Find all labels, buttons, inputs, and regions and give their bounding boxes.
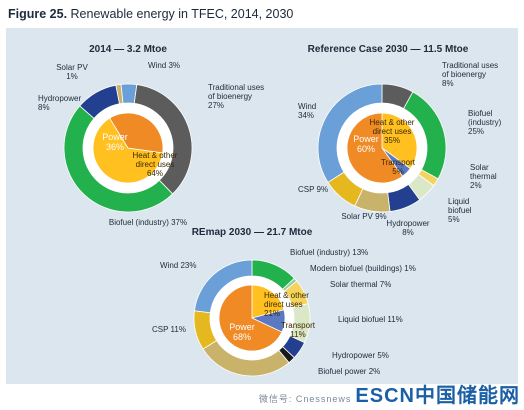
- outer-label-csp: CSP 9%: [298, 185, 328, 194]
- donut-chart-3: [193, 259, 311, 377]
- figure-title: Figure 25. Renewable energy in TFEC, 201…: [8, 7, 293, 21]
- chart-title: REmap 2030 — 21.7 Mtoe: [192, 227, 313, 238]
- donut-chart-1: [63, 83, 193, 213]
- outer-label-hydropower: Hydropower 8%: [38, 94, 81, 112]
- chart-title: Reference Case 2030 — 11.5 Mtoe: [308, 44, 469, 55]
- outer-label-wind: Wind 23%: [160, 261, 196, 270]
- inner-slice-power: [346, 112, 404, 184]
- outer-label-solar-pv: Solar PV 9%: [341, 212, 386, 221]
- inner-label-heat-other-direct-uses: Heat & other direct uses 64%: [133, 151, 178, 178]
- chart-title: 2014 — 3.2 Mtoe: [89, 44, 167, 55]
- figure-number: Figure 25.: [8, 7, 68, 21]
- outer-label-solar-thermal: Solar thermal 7%: [330, 280, 391, 289]
- outer-label-liquid-biofuel: Liquid biofuel 5%: [448, 197, 472, 224]
- outer-label-wind: Wind 3%: [148, 61, 180, 70]
- outer-label-hydropower: Hydropower 8%: [386, 219, 429, 237]
- watermark-prefix: 微信号: Cnessnews: [258, 394, 352, 404]
- outer-label-csp: CSP 11%: [152, 325, 186, 334]
- outer-label-traditional-uses-of-bioenergy: Traditional uses of bioenergy 8%: [442, 61, 498, 88]
- inner-label-power: Power 36%: [102, 132, 128, 152]
- outer-label-biofuel-industry: Biofuel (industry) 37%: [109, 218, 187, 227]
- outer-label-biofuel-industry: Biofuel (industry) 25%: [468, 109, 502, 136]
- outer-label-hydropower: Hydropower 5%: [332, 351, 389, 360]
- inner-label-power: Power 68%: [229, 322, 255, 342]
- figure-title-text: Renewable energy in TFEC, 2014, 2030: [70, 7, 294, 21]
- outer-label-biofuel-power: Biofuel power 2%: [318, 367, 380, 376]
- inner-slice-heat-other-direct-uses: [251, 284, 285, 319]
- inner-slice-heat-other-direct-uses: [381, 112, 418, 170]
- outer-label-traditional-uses-of-bioenergy: Traditional uses of bioenergy 27%: [208, 83, 264, 110]
- inner-slice-heat-other-direct-uses: [92, 117, 164, 184]
- inner-label-transport: Transport 5%: [381, 158, 416, 176]
- watermark: 微信号: Cnessnews ESCN中国储能网: [259, 379, 520, 408]
- outer-label-solar-thermal: Solar thermal 2%: [470, 163, 497, 190]
- inner-label-heat-other-direct-uses: Heat & other direct uses 35%: [370, 118, 415, 145]
- inner-slice-power: [218, 284, 283, 352]
- outer-label-solar-pv: Solar PV 1%: [56, 63, 88, 81]
- outer-label-wind: Wind 34%: [298, 102, 316, 120]
- donut-chart-2: [317, 83, 447, 213]
- inner-slice-power: [109, 112, 164, 154]
- outer-label-modern-biofuel-buildings: Modern biofuel (buildings) 1%: [310, 264, 416, 273]
- outer-label-liquid-biofuel: Liquid biofuel 11%: [338, 315, 403, 324]
- inner-label-power: Power 60%: [353, 134, 379, 154]
- outer-label-biofuel-industry: Biofuel (industry) 13%: [290, 248, 368, 257]
- inner-label-heat-other-direct-uses: Heat & other direct uses 21%: [264, 291, 309, 318]
- inner-label-transport: Transport 11%: [281, 321, 316, 339]
- watermark-text: ESCN中国储能网: [355, 385, 520, 407]
